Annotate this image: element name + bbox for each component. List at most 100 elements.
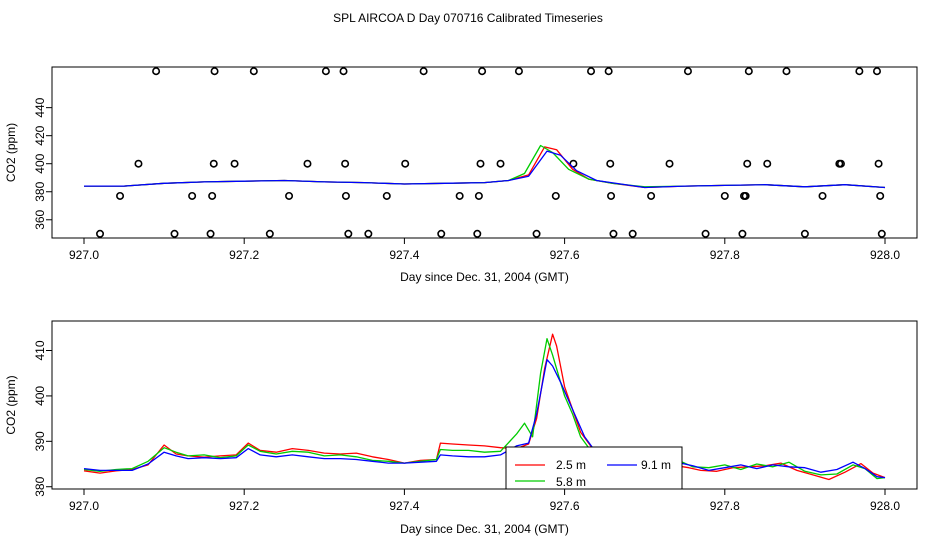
top-x-axis-label: Day since Dec. 31, 2004 (GMT) bbox=[400, 270, 569, 284]
legend-label-5-8m: 5.8 m bbox=[556, 475, 586, 489]
legend: 2.5 m 5.8 m 9.1 m bbox=[505, 446, 683, 490]
calibration-marker-44 bbox=[701, 229, 710, 238]
y-tick-label-400: 400 bbox=[33, 153, 47, 173]
x-tick-label-927-6: 927.6 bbox=[550, 248, 580, 262]
top-series-lines bbox=[84, 144, 886, 189]
top-plot-frame bbox=[51, 66, 918, 239]
y-tick-label-440: 440 bbox=[33, 97, 47, 117]
calibration-marker-3 bbox=[152, 67, 161, 76]
calibration-marker-52 bbox=[782, 67, 791, 76]
calibration-marker-25 bbox=[455, 191, 464, 200]
calibration-marker-56 bbox=[836, 159, 845, 168]
calibration-marker-32 bbox=[532, 229, 541, 238]
calibration-marker-48 bbox=[741, 191, 750, 200]
bottom-y-axis-label: CO2 (ppm) bbox=[4, 375, 18, 434]
y-tick-label-400: 400 bbox=[33, 386, 47, 406]
series-line-9-1-m-top bbox=[84, 150, 886, 189]
x-tick-label-928-0: 928.0 bbox=[870, 499, 900, 513]
calibration-marker-17 bbox=[341, 159, 350, 168]
calibration-marker-33 bbox=[551, 191, 560, 200]
bottom-x-axis: 927.0 927.2 927.4 927.6 927.8 928.0 bbox=[69, 489, 900, 513]
calibration-marker-5 bbox=[188, 191, 197, 200]
calibration-marker-35 bbox=[587, 67, 596, 76]
calibration-marker-4 bbox=[170, 229, 179, 238]
legend-label-2-5m: 2.5 m bbox=[556, 458, 586, 472]
top-y-axis-label: CO2 (ppm) bbox=[4, 123, 18, 182]
calibration-marker-36 bbox=[604, 67, 613, 76]
calibration-marker-16 bbox=[339, 67, 348, 76]
bottom-x-axis-label: Day since Dec. 31, 2004 (GMT) bbox=[400, 522, 569, 536]
calibration-marker-27 bbox=[474, 191, 483, 200]
x-tick-label-927-0: 927.0 bbox=[69, 499, 99, 513]
x-tick-label-927-4: 927.4 bbox=[389, 248, 419, 262]
calibration-marker-11 bbox=[249, 67, 258, 76]
calibration-marker-58 bbox=[872, 67, 881, 76]
calibration-marker-49 bbox=[743, 159, 752, 168]
calibration-marker-23 bbox=[419, 67, 428, 76]
calibration-marker-21 bbox=[382, 191, 391, 200]
x-tick-label-928-0: 928.0 bbox=[870, 248, 900, 262]
x-tick-label-927-2: 927.2 bbox=[229, 499, 259, 513]
calibration-marker-12 bbox=[265, 229, 274, 238]
y-tick-label-380: 380 bbox=[33, 476, 47, 496]
y-tick-label-420: 420 bbox=[33, 125, 47, 145]
calibration-marker-24 bbox=[437, 229, 446, 238]
legend-label-9-1m: 9.1 m bbox=[641, 458, 671, 472]
calibration-marker-6 bbox=[206, 229, 215, 238]
calibration-marker-8 bbox=[209, 159, 218, 168]
calibration-marker-2 bbox=[134, 159, 143, 168]
calibration-marker-18 bbox=[341, 191, 350, 200]
calibration-marker-39 bbox=[609, 229, 618, 238]
calibration-marker-37 bbox=[606, 159, 615, 168]
x-tick-label-927-0: 927.0 bbox=[69, 248, 99, 262]
bottom-y-axis: 380 390 400 410 bbox=[33, 340, 52, 497]
calibration-marker-29 bbox=[478, 67, 487, 76]
series-line-5-8-m-bottom bbox=[83, 338, 886, 482]
calibration-marker-14 bbox=[303, 159, 312, 168]
top-calibration-markers bbox=[96, 67, 886, 238]
calibration-marker-10 bbox=[230, 159, 239, 168]
x-tick-label-927-2: 927.2 bbox=[229, 248, 259, 262]
calibration-marker-0 bbox=[96, 229, 105, 238]
calibration-marker-53 bbox=[800, 229, 809, 238]
calibration-marker-31 bbox=[514, 67, 523, 76]
calibration-marker-51 bbox=[763, 159, 772, 168]
bottom-panel: 927.0 927.2 927.4 927.6 927.8 928.0 380 390 400… bbox=[4, 320, 918, 536]
calibration-marker-41 bbox=[647, 191, 656, 200]
x-tick-label-927-8: 927.8 bbox=[710, 248, 740, 262]
calibration-marker-42 bbox=[665, 159, 674, 168]
calibration-marker-26 bbox=[473, 229, 482, 238]
calibration-marker-7 bbox=[208, 191, 217, 200]
y-tick-label-390: 390 bbox=[33, 431, 47, 451]
calibration-marker-46 bbox=[738, 229, 747, 238]
figure-title: SPL AIRCOA D Day 070716 Calibrated Times… bbox=[333, 11, 603, 25]
series-line-2-5-m-bottom bbox=[83, 333, 886, 484]
y-tick-label-380: 380 bbox=[33, 181, 47, 201]
calibration-marker-20 bbox=[364, 229, 373, 238]
x-tick-label-927-6: 927.6 bbox=[550, 499, 580, 513]
calibration-marker-57 bbox=[855, 67, 864, 76]
calibration-marker-28 bbox=[476, 159, 485, 168]
calibration-marker-19 bbox=[344, 229, 353, 238]
calibration-marker-60 bbox=[876, 191, 885, 200]
legend-box bbox=[505, 446, 683, 490]
top-x-axis: 927.0 927.2 927.4 927.6 927.8 928.0 bbox=[69, 238, 900, 262]
calibration-marker-43 bbox=[683, 67, 692, 76]
bottom-plot-frame bbox=[51, 320, 918, 490]
series-line-9-1-m-bottom bbox=[83, 358, 886, 479]
calibration-marker-50 bbox=[744, 67, 753, 76]
x-tick-label-927-4: 927.4 bbox=[389, 499, 419, 513]
top-y-axis: 360 380 400 420 440 bbox=[33, 97, 52, 230]
calibration-marker-45 bbox=[720, 191, 729, 200]
calibration-marker-22 bbox=[401, 159, 410, 168]
calibration-marker-40 bbox=[628, 229, 637, 238]
calibration-marker-61 bbox=[877, 229, 886, 238]
calibration-marker-9 bbox=[210, 67, 219, 76]
calibration-marker-13 bbox=[285, 191, 294, 200]
x-tick-label-927-8: 927.8 bbox=[710, 499, 740, 513]
calibration-marker-38 bbox=[607, 191, 616, 200]
calibration-marker-59 bbox=[874, 159, 883, 168]
top-panel: 927.0 927.2 927.4 927.6 927.8 928.0 360 380 400… bbox=[4, 66, 918, 284]
calibration-marker-30 bbox=[496, 159, 505, 168]
